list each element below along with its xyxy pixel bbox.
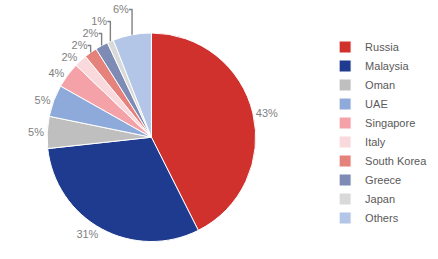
- svg-text:South Korea: South Korea: [365, 155, 427, 167]
- svg-text:Greece: Greece: [365, 174, 401, 186]
- svg-text:31%: 31%: [76, 228, 98, 240]
- svg-text:4%: 4%: [48, 67, 64, 79]
- svg-text:Malaysia: Malaysia: [365, 60, 409, 72]
- svg-text:Japan: Japan: [365, 193, 395, 205]
- svg-text:1%: 1%: [91, 15, 107, 27]
- svg-text:5%: 5%: [28, 126, 44, 138]
- svg-text:Russia: Russia: [365, 41, 400, 53]
- svg-text:6%: 6%: [113, 3, 129, 15]
- svg-text:Italy: Italy: [365, 136, 386, 148]
- svg-text:Others: Others: [365, 212, 399, 224]
- svg-text:2%: 2%: [72, 39, 88, 51]
- svg-text:43%: 43%: [256, 107, 278, 119]
- svg-text:5%: 5%: [35, 94, 51, 106]
- svg-text:2%: 2%: [61, 51, 77, 63]
- svg-text:2%: 2%: [83, 27, 99, 39]
- svg-text:Oman: Oman: [365, 79, 395, 91]
- svg-text:Singapore: Singapore: [365, 117, 415, 129]
- svg-text:UAE: UAE: [365, 98, 388, 110]
